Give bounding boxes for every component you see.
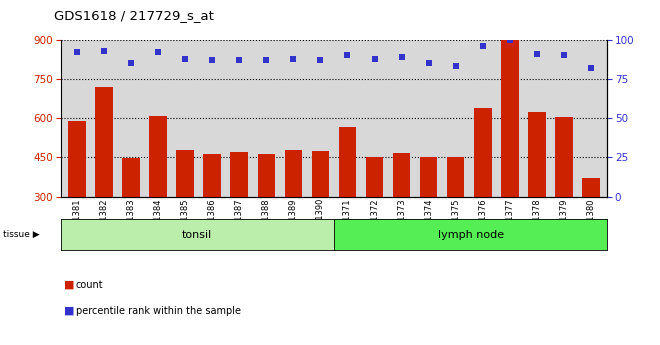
Bar xyxy=(393,154,411,275)
Point xyxy=(261,57,272,63)
Text: tissue ▶: tissue ▶ xyxy=(3,230,39,239)
Text: ■: ■ xyxy=(64,306,75,315)
Point xyxy=(315,57,326,63)
Point xyxy=(450,63,461,69)
Point xyxy=(558,52,569,58)
Bar xyxy=(122,158,140,275)
Text: percentile rank within the sample: percentile rank within the sample xyxy=(76,306,241,315)
Point xyxy=(477,43,488,49)
Bar xyxy=(203,154,221,275)
Point xyxy=(72,49,82,55)
Point xyxy=(126,60,137,66)
Text: ■: ■ xyxy=(64,280,75,289)
Point xyxy=(153,49,164,55)
Bar xyxy=(68,121,86,275)
Bar xyxy=(312,151,329,275)
Bar xyxy=(95,87,113,275)
Point xyxy=(342,52,352,58)
Bar xyxy=(501,40,519,275)
Point xyxy=(207,57,218,63)
Bar xyxy=(582,178,600,275)
Bar xyxy=(474,108,492,275)
Bar xyxy=(230,152,248,275)
Bar xyxy=(447,157,465,275)
Bar xyxy=(176,150,194,275)
Bar xyxy=(339,127,356,275)
Point xyxy=(180,56,191,61)
Point xyxy=(504,37,515,42)
Point xyxy=(99,48,110,53)
Text: count: count xyxy=(76,280,104,289)
Bar xyxy=(257,154,275,275)
Point xyxy=(288,56,299,61)
Bar xyxy=(420,157,438,275)
Point xyxy=(396,54,407,60)
Text: GDS1618 / 217729_s_at: GDS1618 / 217729_s_at xyxy=(54,9,214,22)
Point xyxy=(423,60,434,66)
Point xyxy=(234,57,245,63)
Bar xyxy=(366,157,383,275)
Point xyxy=(531,51,542,57)
Text: lymph node: lymph node xyxy=(438,230,504,239)
Bar xyxy=(284,150,302,275)
Bar xyxy=(528,112,546,275)
Point xyxy=(585,65,596,71)
Text: tonsil: tonsil xyxy=(182,230,213,239)
Bar xyxy=(555,117,573,275)
Bar xyxy=(149,116,167,275)
Point xyxy=(369,56,380,61)
